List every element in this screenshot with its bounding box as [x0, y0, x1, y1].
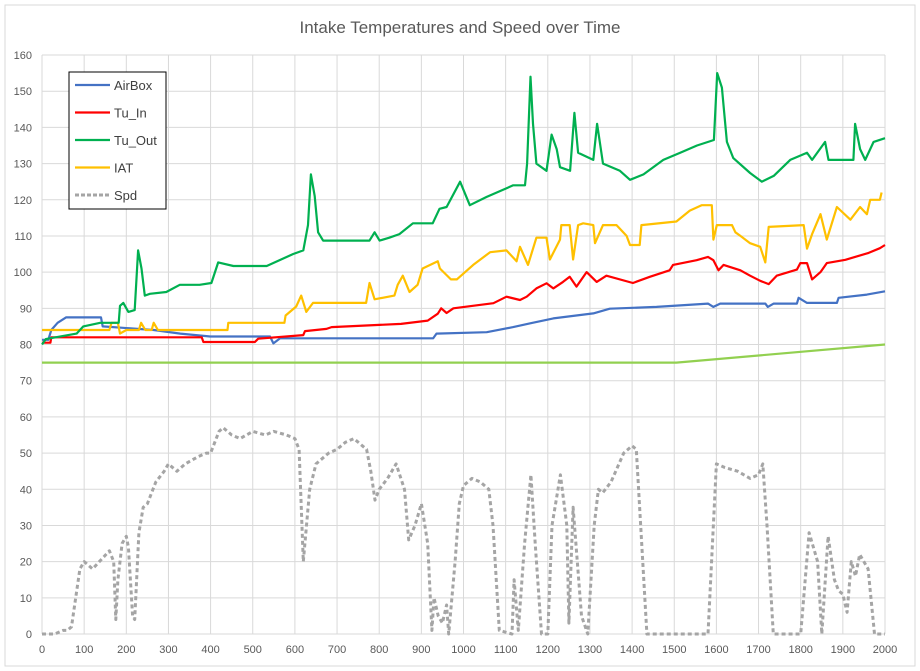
x-tick-label: 400 — [201, 644, 219, 656]
x-tick-label: 2000 — [873, 644, 897, 656]
x-tick-label: 700 — [328, 644, 346, 656]
legend: AirBox Tu_In Tu_Out IAT Spd — [68, 71, 167, 210]
legend-label: Tu_In — [114, 106, 147, 121]
legend-label: Tu_Out — [114, 133, 157, 148]
legend-label: IAT — [114, 161, 133, 176]
chart-title: Intake Temperatures and Speed over Time — [300, 18, 621, 37]
x-tick-label: 1400 — [620, 644, 644, 656]
x-tick-label: 1800 — [788, 644, 812, 656]
x-tick-label: 100 — [75, 644, 93, 656]
x-tick-label: 1000 — [451, 644, 475, 656]
x-tick-label: 500 — [244, 644, 262, 656]
y-tick-label: 0 — [26, 629, 32, 641]
y-tick-label: 60 — [20, 412, 32, 424]
x-tick-label: 0 — [39, 644, 45, 656]
y-tick-label: 30 — [20, 520, 32, 532]
x-axis-ticks: 0 100 200 300 400 500 600 700 800 900 1000 1100 1200… — [39, 644, 897, 656]
x-tick-label: 800 — [370, 644, 388, 656]
series-line-baseline — [42, 343, 886, 364]
y-tick-label: 50 — [20, 448, 32, 460]
series-line-tu-out — [41, 71, 886, 346]
y-tick-label: 80 — [20, 340, 32, 352]
x-tick-label: 600 — [286, 644, 304, 656]
legend-label: Spd — [114, 188, 137, 203]
x-tick-label: 1300 — [578, 644, 602, 656]
x-tick-label: 1200 — [536, 644, 560, 656]
y-tick-label: 130 — [14, 159, 32, 171]
y-tick-label: 100 — [14, 267, 32, 279]
series-line-spd — [42, 426, 885, 636]
y-tick-label: 40 — [20, 484, 32, 496]
y-tick-label: 70 — [20, 376, 32, 388]
x-tick-label: 200 — [117, 644, 135, 656]
y-tick-label: 20 — [20, 557, 32, 569]
y-tick-label: 140 — [14, 122, 32, 134]
y-tick-label: 10 — [20, 593, 32, 605]
x-tick-label: 1100 — [494, 644, 518, 656]
x-tick-label: 1500 — [662, 644, 686, 656]
x-tick-label: 1600 — [704, 644, 728, 656]
x-tick-label: 900 — [412, 644, 430, 656]
y-tick-label: 120 — [14, 195, 32, 207]
series-line-tu-in — [42, 244, 886, 344]
y-tick-label: 150 — [14, 86, 32, 98]
series-line-iat — [42, 192, 883, 335]
x-tick-label: 300 — [159, 644, 177, 656]
gridlines — [41, 54, 886, 635]
y-axis-ticks: 0 10 20 30 40 50 60 70 80 90 100 110 120 130 140 150 160 — [14, 50, 32, 641]
y-tick-label: 160 — [14, 50, 32, 62]
x-tick-label: 1700 — [746, 644, 770, 656]
series-lines — [41, 71, 886, 636]
legend-label: AirBox — [114, 78, 153, 93]
x-tick-label: 1900 — [831, 644, 855, 656]
y-tick-label: 110 — [14, 231, 32, 243]
y-tick-label: 90 — [20, 303, 32, 315]
